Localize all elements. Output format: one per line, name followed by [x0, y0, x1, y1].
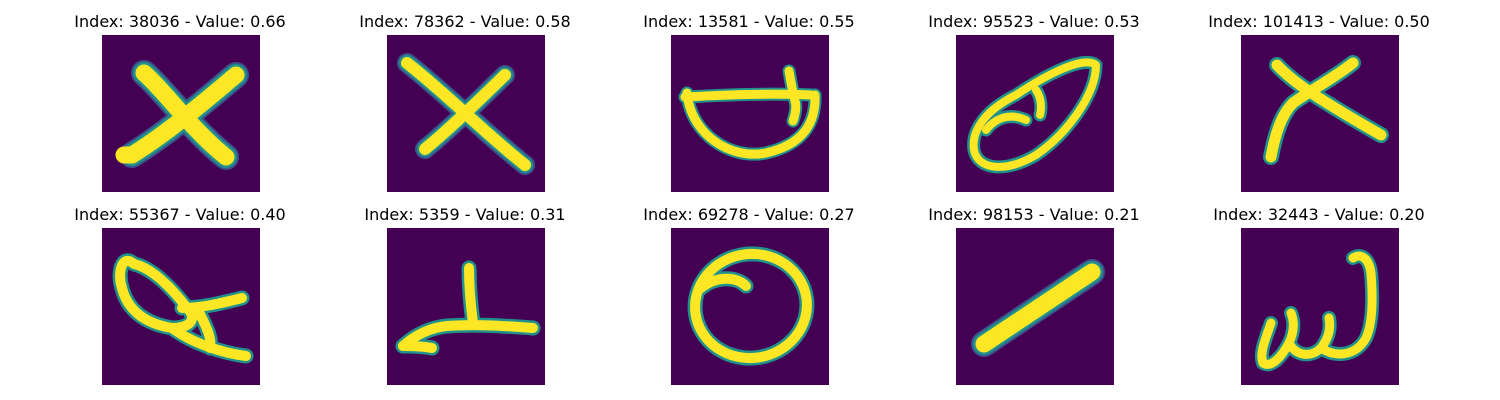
panel-title: Index: 55367 - Value: 0.40	[74, 205, 286, 224]
panel-title: Index: 101413 - Value: 0.50	[1208, 12, 1430, 31]
panel-title: Index: 95523 - Value: 0.53	[928, 12, 1140, 31]
panel-title: Index: 13581 - Value: 0.55	[643, 12, 855, 31]
w-loop-glyph-image	[1241, 228, 1399, 385]
hook-glyph-image	[387, 228, 545, 385]
panel-title: Index: 69278 - Value: 0.27	[643, 205, 855, 224]
bowl-glyph-image	[671, 35, 829, 192]
loop-tail-glyph-image	[102, 228, 260, 385]
panel-title: Index: 5359 - Value: 0.31	[364, 205, 566, 224]
x-glyph-image	[102, 35, 260, 192]
oval-glyph-image	[671, 228, 829, 385]
loop-glyph-image	[956, 35, 1114, 192]
panel-title: Index: 98153 - Value: 0.21	[928, 205, 1140, 224]
panel-title: Index: 78362 - Value: 0.58	[359, 12, 571, 31]
x-glyph-image	[387, 35, 545, 192]
panel-title: Index: 38036 - Value: 0.66	[74, 12, 286, 31]
diagonal-stroke-glyph-image	[956, 228, 1114, 385]
panel-title: Index: 32443 - Value: 0.20	[1213, 205, 1425, 224]
x-glyph-image	[1241, 35, 1399, 192]
